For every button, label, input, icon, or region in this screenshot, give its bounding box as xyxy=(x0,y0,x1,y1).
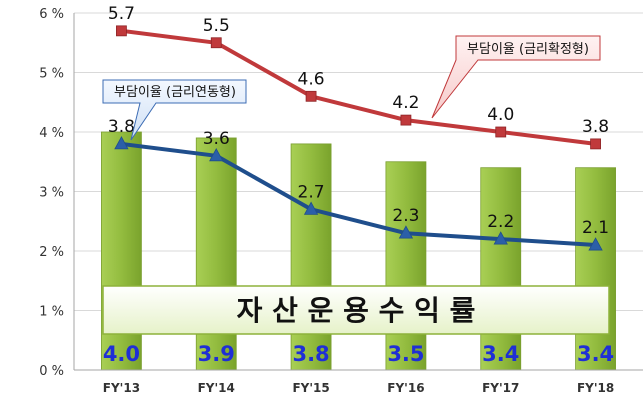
callout-floating-bubble xyxy=(102,79,247,141)
legend-callout-fixed: 부담이율 (금리확정형) xyxy=(431,35,601,119)
y-axis: 0 % 1 % 2 % 3 % 4 % 5 % 6 % xyxy=(39,7,75,379)
series-marker xyxy=(400,114,412,126)
bar-value-label: 3.4 xyxy=(482,342,519,366)
series-marker xyxy=(590,138,601,150)
title-banner-text: 자 산 운 용 수 익 률 xyxy=(237,294,476,327)
series-value-label: 4.0 xyxy=(487,105,514,125)
x-axis: FY'13 FY'14 FY'15 FY'16 FY'17 FY'18 xyxy=(74,369,643,395)
series-value-label: 2.3 xyxy=(392,206,419,226)
x-tick-label: FY'17 xyxy=(482,381,519,395)
y-tick-label: 1 % xyxy=(39,305,64,320)
bar-value-label: 3.9 xyxy=(198,342,235,366)
series-value-label: 2.7 xyxy=(298,182,325,202)
series-value-label: 3.8 xyxy=(108,117,135,137)
bar xyxy=(385,161,427,371)
series-line xyxy=(119,141,598,247)
bar-value-label: 4.0 xyxy=(103,342,140,366)
title-banner: 자 산 운 용 수 익 률 xyxy=(102,285,610,335)
series-marker xyxy=(588,237,603,251)
x-tick-label: FY'13 xyxy=(103,381,140,395)
series-value-label: 5.5 xyxy=(203,16,230,36)
y-tick-label: 3 % xyxy=(39,186,64,201)
x-tick-label: FY'18 xyxy=(577,381,614,395)
y-tick-label: 2 % xyxy=(39,245,64,260)
series-marker xyxy=(116,25,127,37)
series-marker xyxy=(210,37,222,49)
series-value-label: 4.2 xyxy=(392,93,419,113)
series-marker xyxy=(493,231,508,245)
y-tick-label: 0 % xyxy=(39,364,64,379)
series-marker xyxy=(305,90,317,102)
bar xyxy=(480,167,522,371)
series-lines xyxy=(119,28,598,247)
y-tick-label: 4 % xyxy=(39,126,64,141)
bar-value-label: 3.5 xyxy=(387,342,424,366)
series-marker xyxy=(114,136,129,150)
callout-fixed-label: 부담이율 (금리확정형) xyxy=(467,42,589,57)
series-markers xyxy=(114,25,603,251)
series-value-labels: 5.7 5.5 4.6 4.2 4.0 3.8 3.8 3.6 2.7 2.3 2.2 2.1 xyxy=(108,4,609,238)
legend-callout-floating: 부담이율 (금리연동형) xyxy=(102,79,247,141)
bar-value-label: 3.8 xyxy=(292,342,329,366)
x-tick-label: FY'14 xyxy=(198,381,235,395)
series-marker xyxy=(495,126,507,138)
series-marker xyxy=(398,225,414,239)
y-tick-label: 6 % xyxy=(39,7,64,22)
series-marker xyxy=(303,201,319,215)
series-marker xyxy=(209,147,224,162)
bar xyxy=(195,137,237,371)
bar-value-label: 3.4 xyxy=(577,342,614,366)
series-value-label: 2.2 xyxy=(487,212,514,232)
series-value-label: 3.8 xyxy=(582,117,609,137)
bar xyxy=(575,167,616,371)
series-value-label: 3.6 xyxy=(203,129,230,149)
callout-fixed-bubble xyxy=(431,35,601,119)
callout-floating-label: 부담이율 (금리연동형) xyxy=(114,85,236,100)
title-banner-box xyxy=(102,285,610,335)
series-line xyxy=(119,28,598,146)
bar-value-labels: 4.0 3.9 3.8 3.5 3.4 3.4 xyxy=(103,342,614,366)
bar xyxy=(290,143,332,371)
x-tick-label: FY'15 xyxy=(292,381,329,395)
x-tick-label: FY'16 xyxy=(387,381,424,395)
y-tick-label: 5 % xyxy=(39,67,64,82)
series-value-label: 5.7 xyxy=(108,4,135,24)
series-value-label: 4.6 xyxy=(298,69,325,89)
series-value-label: 2.1 xyxy=(582,218,609,238)
